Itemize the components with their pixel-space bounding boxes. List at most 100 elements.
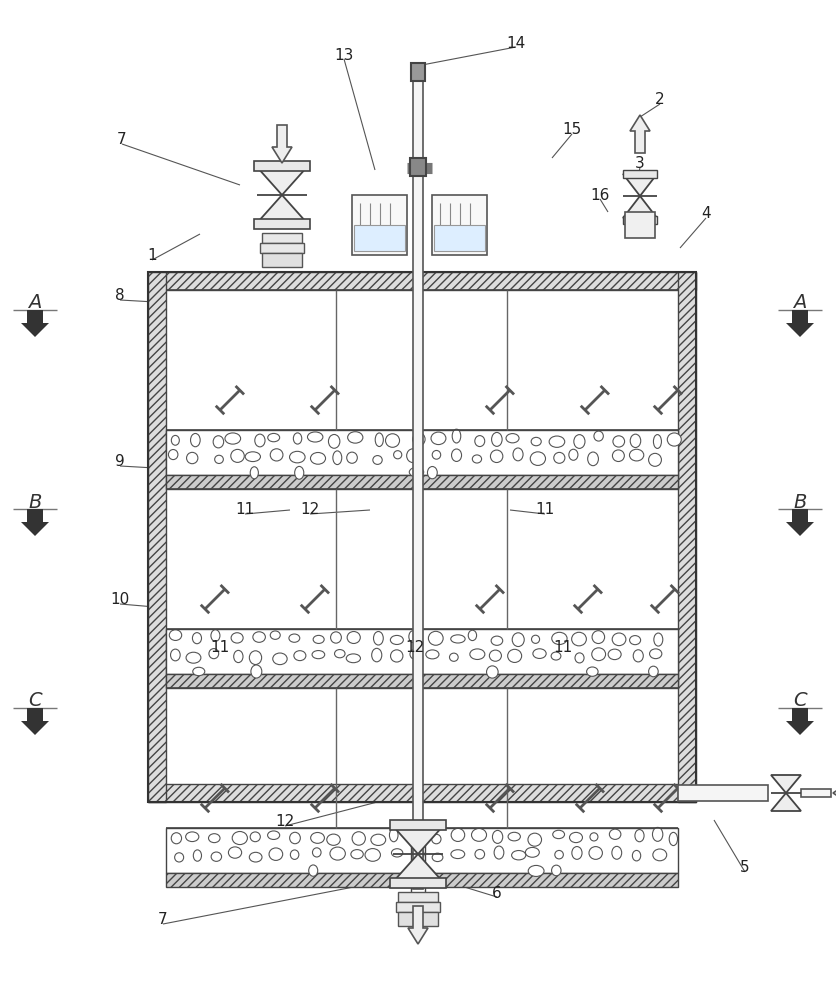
Ellipse shape: [491, 636, 502, 645]
Ellipse shape: [569, 832, 583, 843]
Ellipse shape: [572, 847, 582, 859]
Bar: [434, 225, 485, 251]
Bar: [398, 892, 438, 902]
Ellipse shape: [406, 449, 420, 463]
Polygon shape: [257, 167, 307, 195]
Ellipse shape: [431, 834, 441, 844]
Text: 15: 15: [563, 122, 582, 137]
Polygon shape: [833, 784, 836, 802]
Ellipse shape: [308, 432, 323, 442]
Ellipse shape: [608, 649, 621, 660]
Ellipse shape: [294, 466, 303, 479]
Ellipse shape: [667, 433, 681, 446]
Ellipse shape: [468, 630, 477, 641]
Ellipse shape: [273, 653, 287, 665]
Ellipse shape: [413, 865, 422, 879]
Bar: [262, 253, 302, 267]
Bar: [262, 233, 302, 243]
Ellipse shape: [470, 649, 485, 659]
Ellipse shape: [209, 649, 219, 659]
Ellipse shape: [531, 437, 541, 446]
Text: 6: 6: [492, 886, 502, 900]
Ellipse shape: [451, 850, 465, 859]
Ellipse shape: [347, 632, 360, 643]
Bar: [254, 161, 310, 171]
Ellipse shape: [630, 636, 640, 645]
Ellipse shape: [652, 827, 663, 841]
Ellipse shape: [654, 633, 663, 646]
Text: 11: 11: [211, 641, 230, 656]
Ellipse shape: [351, 850, 364, 859]
Ellipse shape: [375, 433, 384, 447]
Ellipse shape: [251, 665, 262, 678]
Ellipse shape: [592, 648, 605, 661]
Ellipse shape: [250, 832, 260, 842]
Bar: [625, 212, 655, 238]
Bar: [410, 158, 426, 176]
Ellipse shape: [232, 831, 247, 845]
Ellipse shape: [327, 834, 340, 845]
Ellipse shape: [334, 650, 345, 658]
Ellipse shape: [390, 828, 398, 842]
Ellipse shape: [347, 452, 357, 463]
Ellipse shape: [492, 830, 502, 843]
Polygon shape: [272, 125, 292, 163]
Ellipse shape: [212, 852, 222, 861]
Ellipse shape: [394, 451, 402, 459]
Ellipse shape: [249, 651, 262, 665]
Ellipse shape: [171, 833, 181, 844]
Bar: [148, 272, 696, 802]
Polygon shape: [771, 775, 801, 793]
Ellipse shape: [268, 433, 280, 442]
Ellipse shape: [346, 654, 360, 663]
Ellipse shape: [412, 849, 424, 858]
Ellipse shape: [313, 848, 321, 857]
Ellipse shape: [494, 846, 504, 859]
Text: 12: 12: [300, 502, 319, 518]
Ellipse shape: [208, 834, 220, 843]
Bar: [254, 219, 310, 229]
Ellipse shape: [553, 452, 565, 463]
Text: 10: 10: [110, 592, 130, 607]
Ellipse shape: [409, 631, 417, 643]
Bar: [166, 629, 678, 674]
Ellipse shape: [612, 633, 626, 646]
Ellipse shape: [410, 467, 424, 477]
Ellipse shape: [186, 832, 199, 842]
Ellipse shape: [289, 451, 305, 463]
Ellipse shape: [630, 434, 640, 448]
Ellipse shape: [426, 650, 439, 659]
Ellipse shape: [613, 436, 624, 447]
Ellipse shape: [635, 830, 644, 842]
Ellipse shape: [487, 666, 498, 678]
Ellipse shape: [374, 632, 383, 645]
Ellipse shape: [592, 631, 604, 644]
Ellipse shape: [410, 649, 419, 659]
Ellipse shape: [555, 850, 563, 859]
Polygon shape: [408, 906, 428, 944]
Text: A: A: [28, 294, 42, 312]
Bar: [411, 828, 425, 907]
Ellipse shape: [314, 635, 324, 643]
Bar: [166, 674, 678, 688]
Ellipse shape: [530, 452, 546, 465]
Ellipse shape: [594, 431, 604, 441]
Bar: [166, 828, 678, 873]
Text: 12: 12: [405, 641, 425, 656]
Bar: [678, 785, 768, 801]
Polygon shape: [771, 793, 801, 811]
Ellipse shape: [573, 435, 585, 448]
Polygon shape: [630, 115, 650, 153]
Text: 7: 7: [117, 132, 127, 147]
Bar: [166, 475, 678, 489]
Ellipse shape: [552, 865, 561, 876]
Ellipse shape: [385, 434, 400, 447]
Ellipse shape: [333, 451, 342, 465]
Ellipse shape: [654, 435, 661, 448]
Ellipse shape: [415, 850, 424, 859]
Ellipse shape: [475, 849, 485, 859]
Ellipse shape: [329, 434, 340, 448]
Ellipse shape: [669, 832, 677, 846]
Text: 5: 5: [740, 860, 750, 876]
Ellipse shape: [312, 651, 324, 659]
